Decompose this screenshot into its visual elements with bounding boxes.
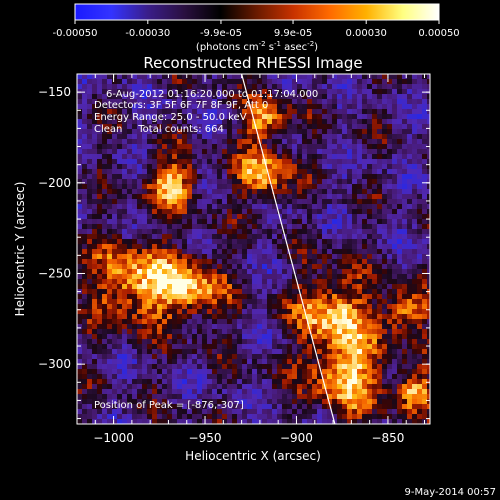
colorbar-unit-label: (photons cm-2 s-1 asec-2) <box>196 40 318 53</box>
colorbar-tick-label: -9.9e-05 <box>200 28 242 39</box>
colorbar <box>74 3 440 21</box>
colorbar-tick-label: -0.00030 <box>125 28 170 39</box>
annotation-detectors: Detectors: 3F 5F 6F 7F 8F 9F, Att 0 <box>94 100 268 111</box>
annotation-clean: Clean Total counts: 664 <box>94 124 224 135</box>
footer-date: 9-May-2014 00:57 <box>404 487 496 498</box>
chart-title: Reconstructed RHESSI Image <box>143 54 362 72</box>
solar-limb-line <box>241 74 336 424</box>
colorbar-tick-label: -0.00050 <box>53 28 98 39</box>
colorbar-tick-label: 9.9e-05 <box>274 28 312 39</box>
annotation-time: 6-Aug-2012 01:16:20.000 to 01:17:04.000 <box>106 89 318 100</box>
x-tick-label: −850 <box>371 431 404 445</box>
x-axis-label: Heliocentric X (arcsec) <box>185 449 321 463</box>
plot-frame <box>76 73 431 425</box>
colorbar-ticks: -0.00050 -0.00030 -9.9e-05 9.9e-05 0.00030 0.… <box>53 20 460 39</box>
x-tick-label: −950 <box>189 431 222 445</box>
colorbar-tick-label: 0.00030 <box>346 28 387 39</box>
y-tick-label: −200 <box>38 176 71 190</box>
x-tick-label: −1000 <box>93 431 134 445</box>
y-tick-label: −300 <box>38 357 71 371</box>
y-axis-label: Heliocentric Y (arcsec) <box>13 182 27 317</box>
heatmap-cells <box>77 74 430 424</box>
axis-ticks: −1000 −950 −900 −850 −150 −200 −250 −300 <box>38 73 430 445</box>
colorbar-tick-label: 0.00050 <box>418 28 459 39</box>
x-tick-label: −900 <box>280 431 313 445</box>
y-tick-label: −150 <box>38 85 71 99</box>
y-tick-label: −250 <box>38 266 71 280</box>
annotation-energy: Energy Range: 25.0 - 50.0 keV <box>94 112 247 123</box>
peak-position-label: Position of Peak = [-876,-307] <box>94 400 244 411</box>
